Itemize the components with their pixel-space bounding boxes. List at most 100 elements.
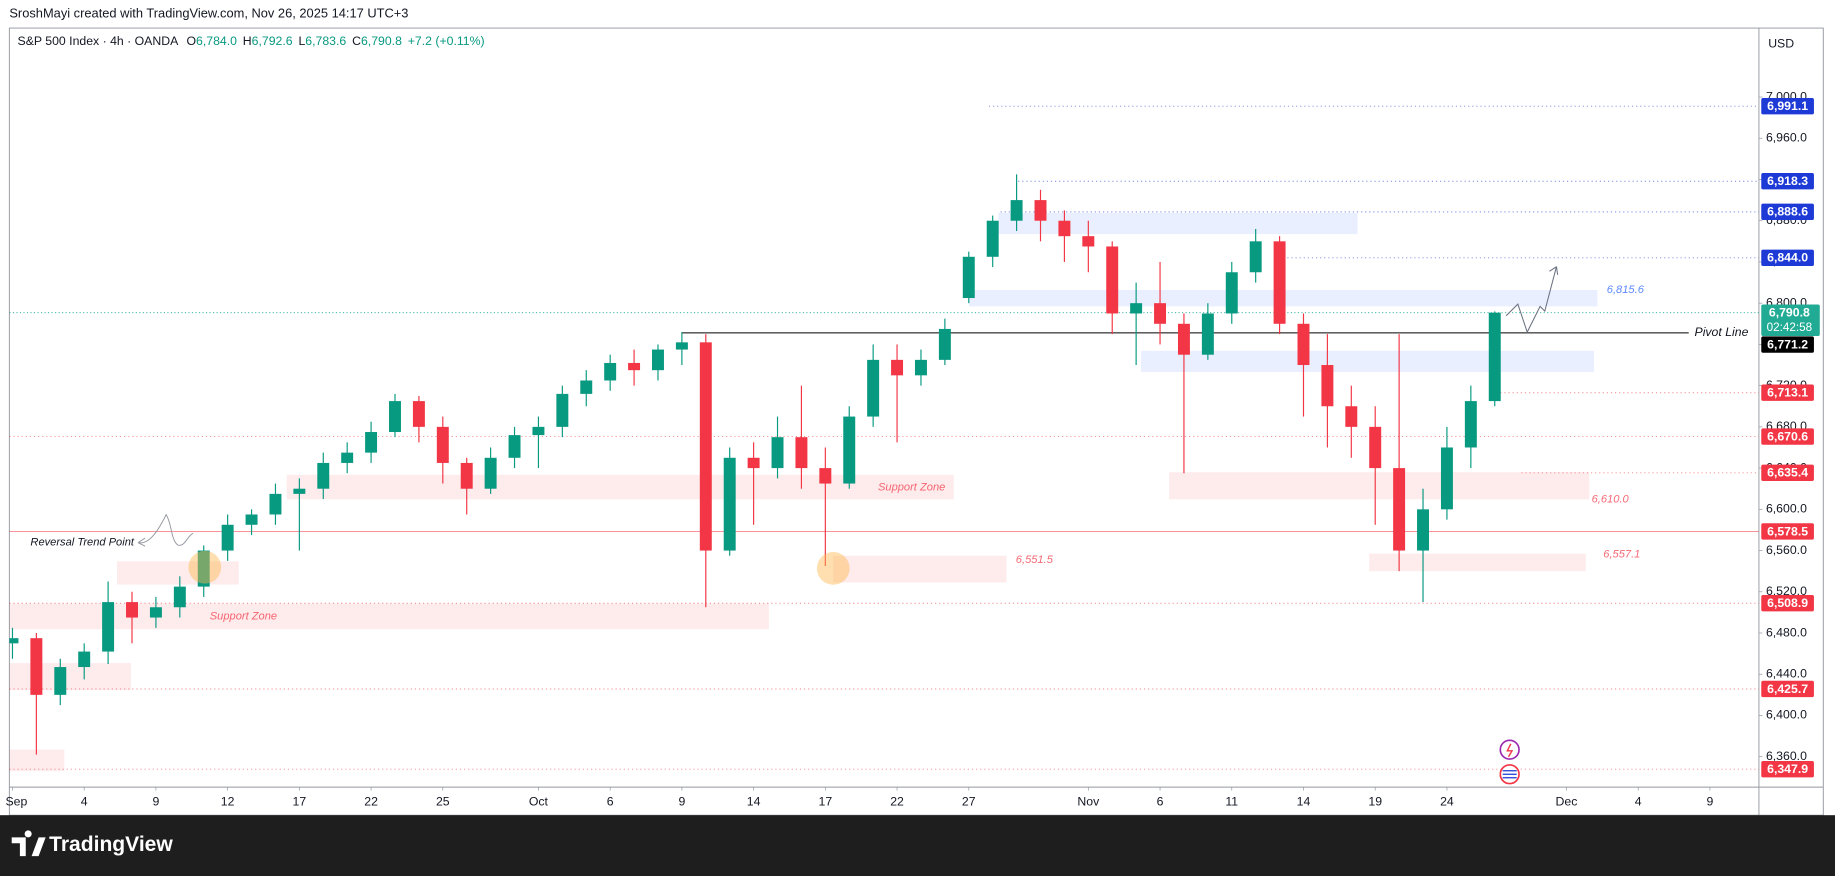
price-badge (1761, 384, 1814, 401)
candle-body (891, 359, 904, 376)
candle-body (1345, 406, 1358, 427)
candle-body (389, 401, 401, 433)
zone-label: 6,815.6 (1607, 284, 1645, 296)
x-tick-label: 9 (678, 795, 685, 809)
event-icon-glyph (1506, 743, 1514, 758)
price-badge (1761, 249, 1814, 267)
price-badge-label: 6,508.9 (1767, 596, 1808, 610)
candle-body (460, 462, 473, 489)
candle-body (938, 328, 951, 360)
pivot-label: Pivot Line (1695, 325, 1749, 339)
x-tick-label: 25 (436, 795, 450, 809)
ohlc-value: 6,784.0 (196, 34, 237, 48)
candle-body (819, 468, 832, 484)
candle-body (54, 667, 67, 695)
x-tick-label: 22 (890, 795, 904, 809)
x-tick-label: Oct (529, 795, 549, 809)
countdown: 02:42:58 (1767, 321, 1813, 334)
candle-body (341, 452, 354, 463)
y-tick-label: 6,400.0 (1766, 708, 1807, 722)
ohlc-key: C (352, 34, 361, 48)
y-tick-label: 6,440.0 (1766, 666, 1807, 680)
price-badge (1761, 523, 1814, 540)
footer-logo-mark (11, 830, 46, 857)
zone-label: Support Zone (878, 482, 945, 494)
candle-body (532, 426, 545, 436)
x-tick-label: 22 (364, 795, 378, 809)
candle-body (1034, 200, 1047, 221)
x-tick-label: 9 (153, 795, 160, 809)
candle-body (197, 550, 210, 587)
x-tick-label: 4 (1635, 795, 1642, 809)
x-tick-label: 6 (1157, 795, 1164, 809)
zone-label: Support Zone (210, 610, 277, 622)
candle-body (1488, 312, 1501, 402)
candle-body (1369, 426, 1382, 469)
zone (1169, 472, 1590, 500)
annotation: Reversal Trend Point (30, 537, 134, 549)
x-tick-label: 17 (293, 795, 307, 809)
candle-body (269, 493, 282, 515)
y-tick-label: 6,480.0 (1766, 625, 1807, 639)
candle-body (1010, 200, 1023, 221)
candle-body (914, 359, 927, 376)
x-tick-label: 27 (962, 795, 976, 809)
price-badge-label: 6,918.3 (1767, 174, 1808, 188)
zone (286, 474, 954, 500)
economic-event-glyph (1502, 770, 1517, 779)
candle-body (1225, 272, 1238, 314)
x-tick-label: Nov (1077, 795, 1100, 809)
price-badge-label: 6,635.4 (1767, 466, 1808, 480)
zone (9, 603, 769, 630)
projection-arrow (1505, 266, 1557, 334)
currency: USD (1768, 37, 1794, 51)
annotation-arrow (138, 513, 194, 546)
ohlc-value: 6,790.8 (361, 34, 402, 48)
candle-body (30, 638, 43, 695)
price-badge-label: 6,670.6 (1767, 429, 1808, 443)
candle-body (867, 359, 880, 417)
overlay: S&P 500 Index · 4h · OANDA O6,784.0 H6,792… (5, 34, 1820, 809)
candle-body (556, 393, 569, 427)
candle-body (126, 602, 138, 618)
candle-body (843, 416, 856, 484)
zone-label: 6,610.0 (1592, 493, 1630, 505)
candle-body (173, 586, 186, 608)
candle-body (1249, 241, 1262, 273)
candle-body (604, 362, 617, 381)
candle-body (508, 435, 521, 458)
price-badge-label: 6,844.0 (1767, 251, 1808, 265)
candle-body (1130, 303, 1143, 314)
candle-body (317, 462, 330, 489)
footer-logo-text[interactable]: TradingView (49, 833, 173, 856)
symbol-header: S&P 500 Index · 4h · OANDA O6,784.0 H6,792… (18, 34, 485, 48)
candle-body (1082, 236, 1095, 247)
x-tick-label: 4 (81, 795, 88, 809)
projection-arrowhead (1549, 266, 1559, 275)
event-icon[interactable] (1499, 739, 1520, 760)
candle-body (652, 349, 664, 371)
ohlc-value: 6,783.6 (305, 34, 346, 48)
x-tick-label: 6 (607, 795, 614, 809)
price-badge-label: 6,425.7 (1767, 682, 1808, 696)
x-tick-label: 14 (747, 795, 761, 809)
candle-body (771, 437, 784, 469)
price-badge (1761, 760, 1814, 778)
candle-body (293, 488, 306, 494)
candle-body (1417, 509, 1430, 551)
x-tick-label: 19 (1368, 795, 1382, 809)
x-tick-label: 24 (1440, 795, 1454, 809)
zone (9, 749, 65, 772)
candle-body (484, 457, 497, 489)
zone (833, 555, 1007, 583)
candle-body (221, 524, 234, 551)
candle-body (1106, 246, 1119, 314)
ohlc-key: L (298, 34, 305, 48)
ohlc-key: H (243, 34, 252, 48)
price-badge (1761, 680, 1814, 698)
ohlc-value: 6,792.6 (252, 34, 293, 48)
footer (0, 815, 1835, 876)
candle-body (412, 401, 425, 427)
highlight-circle (816, 552, 850, 585)
